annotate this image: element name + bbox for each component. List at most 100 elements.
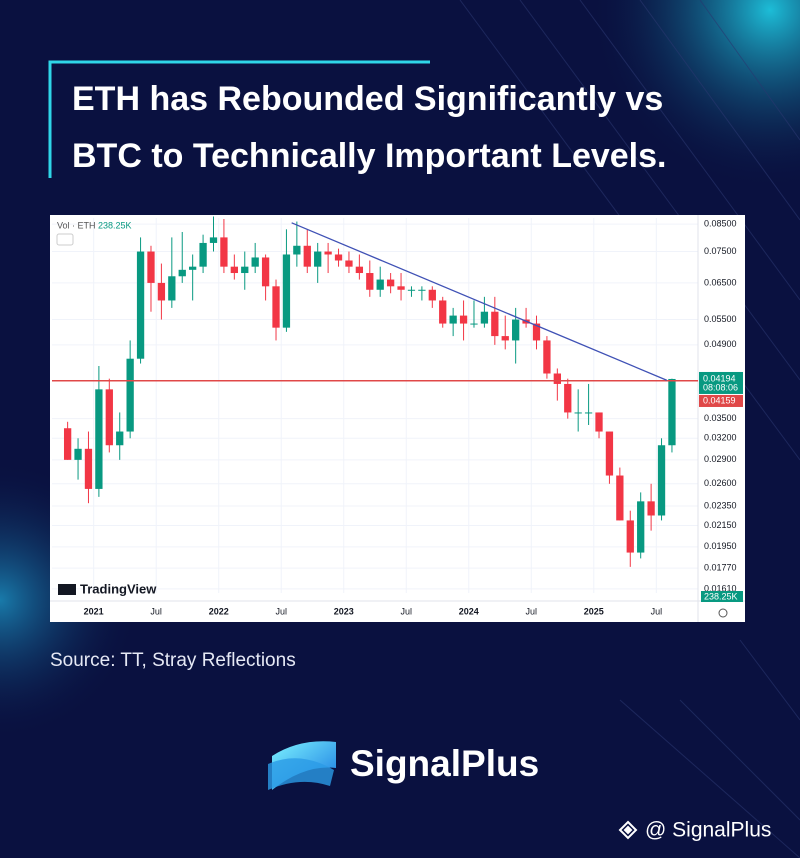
candle-body	[459, 315, 468, 324]
y-tick-label: 0.02900	[704, 454, 737, 464]
candle-body	[647, 501, 655, 516]
volume-label: Vol · ETH	[57, 220, 96, 230]
candle-body	[105, 389, 113, 446]
candle-body	[501, 336, 509, 341]
y-tick-label: 0.06500	[704, 277, 737, 287]
y-tick-label: 0.01770	[704, 562, 737, 572]
x-tick-label: Jul	[150, 606, 162, 616]
candle-body	[543, 340, 551, 374]
y-tick-label: 0.02350	[704, 500, 737, 510]
candle-body	[668, 378, 676, 446]
trendline	[291, 222, 667, 381]
handle-icon	[618, 820, 638, 840]
candle-body	[407, 289, 416, 291]
collapse-button	[56, 233, 74, 246]
candle-body	[512, 319, 520, 341]
brand: SignalPlus	[350, 743, 539, 784]
candle-body	[63, 428, 72, 460]
title-line: BTC to Technically Important Levels.	[72, 137, 667, 175]
candle-body	[147, 251, 155, 283]
watermark: TradingView	[80, 581, 157, 596]
candle-body	[178, 269, 186, 277]
candle-body	[314, 251, 322, 267]
candle-body	[220, 237, 228, 267]
y-tick-label: 0.02600	[704, 478, 737, 488]
candle-body	[74, 448, 82, 460]
candle-body	[168, 276, 176, 301]
candle-body	[418, 289, 426, 291]
y-tick-label: 0.08500	[704, 218, 737, 228]
candle-body	[251, 257, 259, 267]
chart: 0.01610 0.01770 0.01950 0.02150 0.02350 0.026…	[50, 215, 745, 622]
last-price-tag	[699, 371, 743, 394]
candle-body	[199, 242, 207, 267]
candle-body	[293, 245, 301, 255]
title-line: ETH has Rebounded Significantly vs	[72, 80, 663, 118]
candle-body	[574, 412, 582, 414]
x-tick-label: 2022	[209, 606, 229, 616]
volume-value: 238.25K	[704, 591, 738, 601]
candle-body	[532, 323, 541, 341]
x-tick-label: 2025	[584, 606, 604, 616]
countdown: 08:08:06	[703, 382, 738, 392]
candle-body	[595, 412, 603, 432]
title-bracket	[48, 60, 430, 178]
y-tick-label: 0.02150	[704, 520, 737, 530]
candle-body	[241, 266, 249, 274]
candle-body	[355, 266, 364, 274]
last-price: 0.04194	[703, 373, 736, 383]
candle-body	[626, 520, 634, 553]
candle-body	[345, 260, 353, 267]
candle-body	[376, 279, 384, 290]
candle-body	[282, 254, 291, 328]
y-tick-label: 0.01610	[704, 583, 737, 593]
y-tick-label: 0.01950	[704, 541, 737, 551]
candle-body	[334, 254, 343, 261]
candle-body	[449, 315, 457, 324]
candle-body	[95, 389, 103, 489]
handle: @ SignalPlus	[645, 819, 771, 842]
candle-body	[157, 282, 166, 301]
candle-body	[84, 448, 93, 489]
candle-body	[439, 300, 447, 324]
candle-body	[209, 237, 218, 243]
candle-body	[553, 373, 561, 384]
volume-value: 238.25K	[98, 220, 132, 230]
candle-body	[470, 323, 478, 325]
candle-body	[397, 286, 405, 290]
candle-body	[303, 245, 311, 267]
settings-icon	[718, 608, 728, 618]
candle-body	[272, 286, 280, 328]
x-tick-label: 2021	[84, 606, 104, 616]
y-tick-label: 0.03500	[704, 413, 737, 423]
candle-body	[584, 412, 593, 414]
candle-body	[428, 289, 436, 301]
candle-body	[480, 311, 489, 324]
candle-body	[657, 445, 666, 516]
y-tick-label: 0.04900	[704, 339, 737, 349]
candle-body	[189, 266, 197, 270]
x-tick-label: Jul	[401, 606, 413, 616]
candle-body	[616, 475, 624, 521]
x-tick-label: Jul	[275, 606, 287, 616]
candle-body	[491, 311, 499, 337]
candle-body	[126, 358, 134, 432]
y-tick-label: 0.03200	[704, 433, 737, 443]
candle-body	[324, 251, 332, 255]
y-tick-label: 0.07500	[704, 246, 737, 256]
candle-body	[261, 257, 270, 287]
candle-body	[637, 501, 645, 553]
candle-body	[136, 251, 145, 359]
candle-body	[366, 273, 374, 290]
y-tick-label: 0.05500	[704, 314, 737, 324]
watermark-logo	[58, 584, 76, 595]
candle-body	[564, 383, 572, 413]
candle-body	[230, 266, 238, 274]
volume-tag	[701, 591, 743, 602]
x-tick-label: 2023	[334, 606, 354, 616]
x-tick-label: Jul	[526, 606, 538, 616]
logo	[268, 741, 336, 790]
hline-tag	[699, 394, 743, 407]
hline-label: 0.04159	[703, 395, 736, 405]
